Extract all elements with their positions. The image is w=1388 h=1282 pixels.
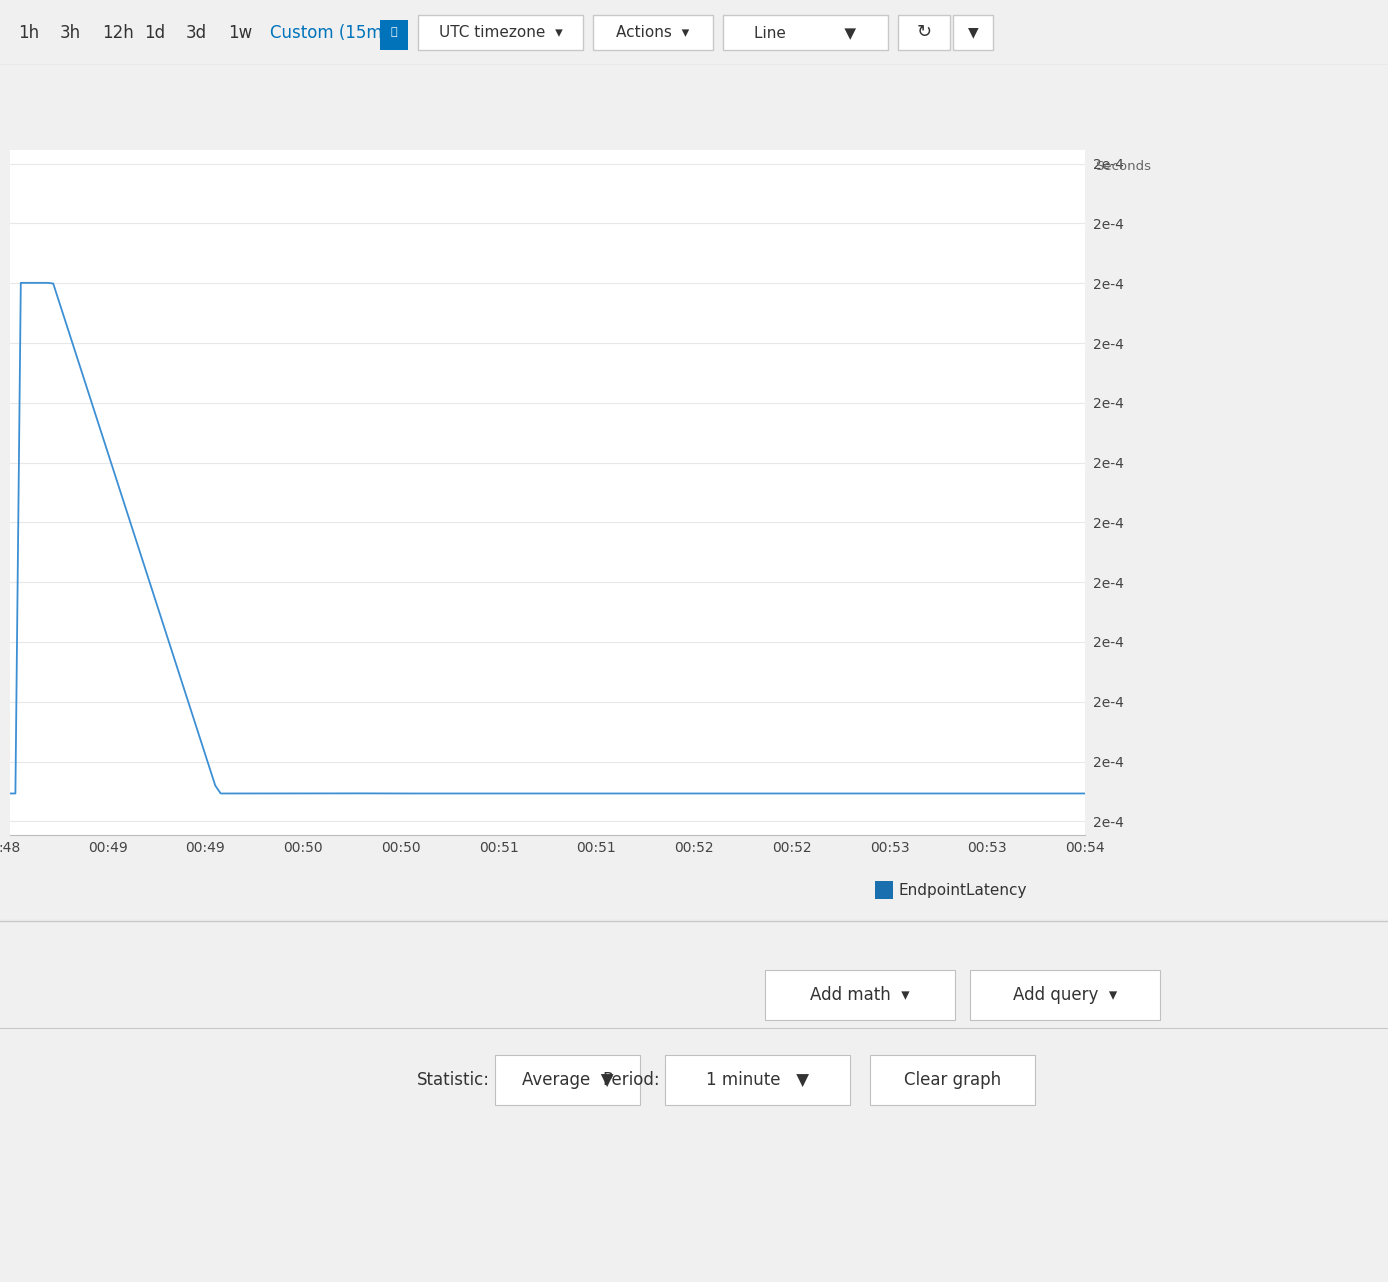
Text: Add math  ▾: Add math ▾: [811, 986, 909, 1004]
Text: Actions  ▾: Actions ▾: [616, 26, 690, 40]
Text: 📅: 📅: [390, 27, 397, 37]
Bar: [870, 1055, 1035, 1105]
Bar: [970, 970, 1160, 1020]
Text: Statistic:: Statistic:: [416, 1070, 490, 1088]
Bar: [380, 21, 408, 50]
Text: 1d: 1d: [144, 23, 165, 41]
Bar: [418, 15, 583, 50]
Text: 1 minute   ▼: 1 minute ▼: [706, 1070, 809, 1088]
Text: UTC timezone  ▾: UTC timezone ▾: [439, 26, 562, 40]
Text: Seconds: Seconds: [1095, 160, 1151, 173]
Text: EndpointLatency: EndpointLatency: [899, 882, 1027, 897]
Text: Custom (15m): Custom (15m): [271, 23, 389, 41]
Text: Line            ▼: Line ▼: [755, 26, 856, 40]
Text: 3d: 3d: [186, 23, 207, 41]
Bar: [496, 1055, 640, 1105]
Text: Average  ▼: Average ▼: [522, 1070, 613, 1088]
Bar: [665, 1055, 849, 1105]
Text: 12h: 12h: [101, 23, 133, 41]
Bar: [593, 15, 713, 50]
Bar: [723, 15, 888, 50]
Text: 1w: 1w: [228, 23, 253, 41]
Text: ▼: ▼: [967, 26, 979, 40]
Text: Period:: Period:: [602, 1070, 661, 1088]
Bar: [765, 970, 955, 1020]
Text: ↻: ↻: [916, 23, 931, 41]
Bar: [898, 15, 949, 50]
Text: 1h: 1h: [18, 23, 39, 41]
Text: Clear graph: Clear graph: [904, 1070, 1001, 1088]
Text: Add query  ▾: Add query ▾: [1013, 986, 1117, 1004]
Bar: [954, 15, 992, 50]
Text: 3h: 3h: [60, 23, 81, 41]
Bar: [874, 881, 892, 899]
